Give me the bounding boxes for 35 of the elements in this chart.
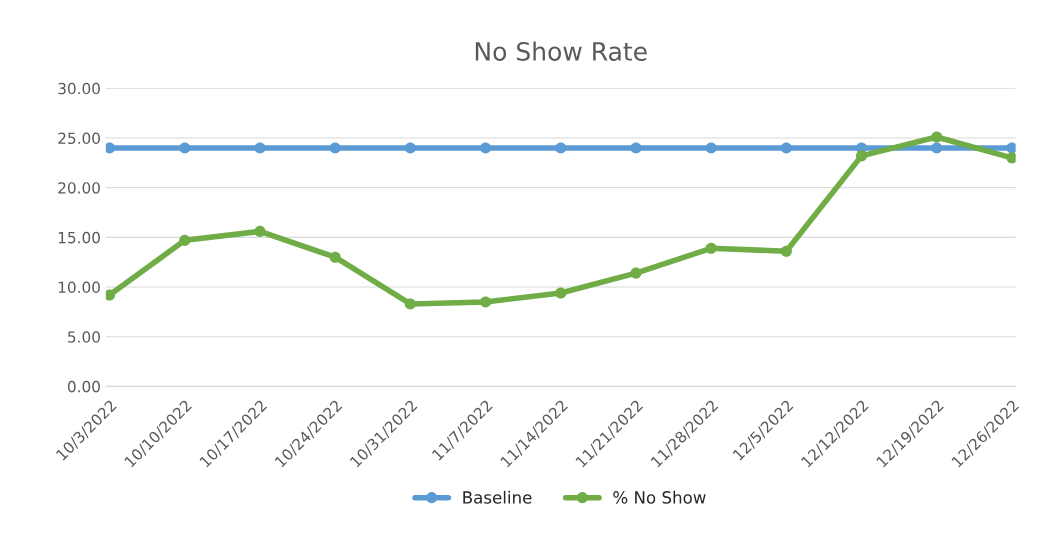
point — [931, 142, 943, 154]
point — [705, 242, 717, 254]
point — [179, 234, 191, 246]
point — [630, 142, 642, 154]
point — [555, 287, 567, 299]
point — [931, 131, 943, 143]
point — [855, 150, 868, 162]
point — [404, 142, 416, 154]
chart-title: No Show Rate — [475, 41, 647, 61]
point — [254, 142, 266, 154]
legend-label: % No Show — [613, 490, 706, 504]
point — [479, 142, 492, 154]
point — [329, 142, 341, 154]
y-tick-label: 10.00 — [58, 281, 100, 294]
point — [479, 296, 492, 308]
y-tick-label: 5.00 — [68, 331, 100, 343]
y-tick-label: 25.00 — [58, 132, 100, 145]
point — [780, 245, 792, 257]
point — [404, 298, 416, 310]
point — [555, 142, 567, 154]
point — [1006, 142, 1016, 154]
point — [705, 142, 717, 154]
point — [1006, 152, 1016, 164]
y-tick-label: 30.00 — [58, 82, 100, 95]
y-tick-label: 0.00 — [67, 380, 100, 393]
point — [105, 142, 116, 154]
point — [105, 289, 116, 301]
y-tick-label: 15.00 — [58, 231, 100, 244]
point — [254, 225, 266, 237]
legend-label: Baseline — [463, 490, 532, 504]
y-tick-label: 20.00 — [58, 182, 100, 194]
point — [329, 251, 341, 263]
point — [630, 267, 642, 279]
point — [780, 142, 792, 154]
point — [179, 142, 191, 154]
